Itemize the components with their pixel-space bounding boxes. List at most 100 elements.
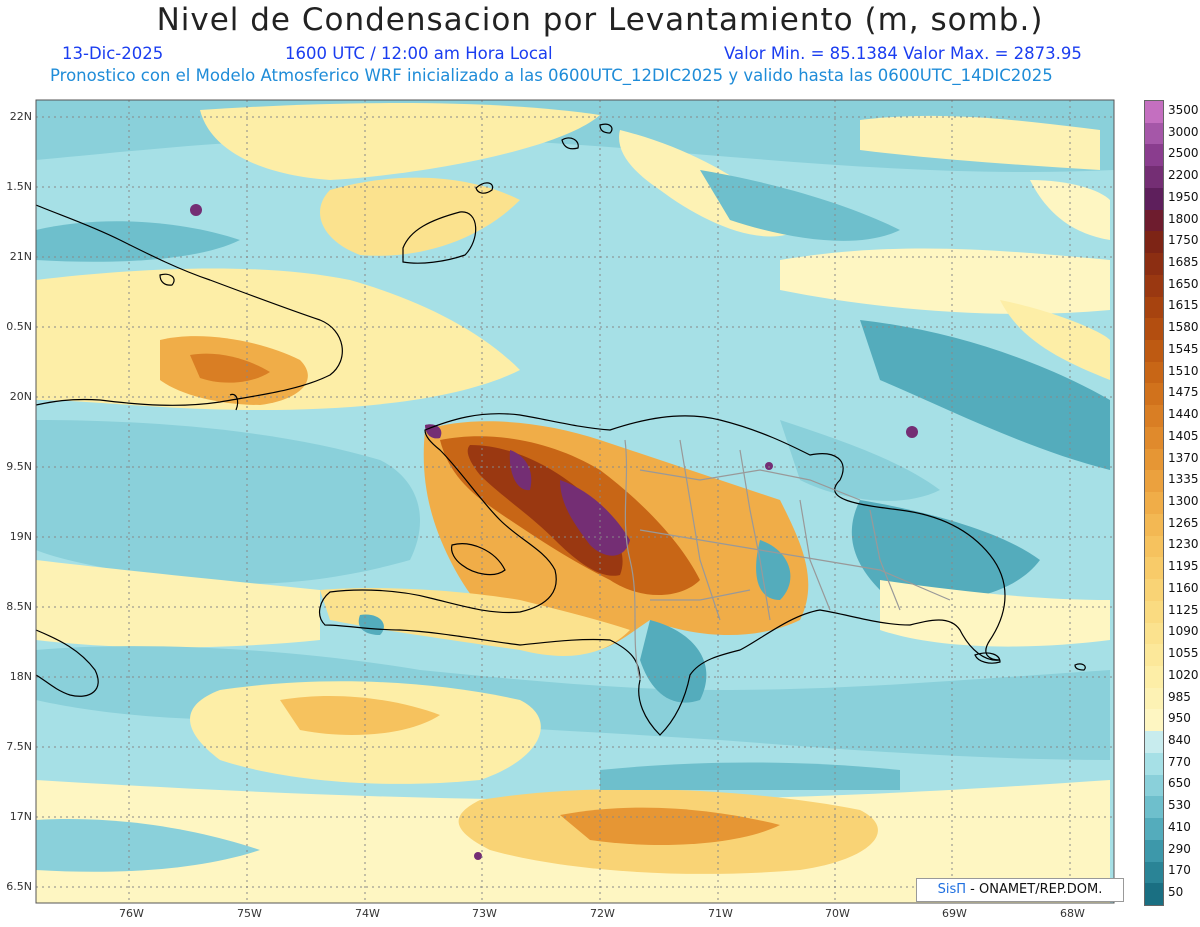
shaded-field xyxy=(36,100,1114,903)
colorbar-label: 1800 xyxy=(1168,211,1199,226)
colorbar-segment xyxy=(1145,600,1163,623)
colorbar-label: 985 xyxy=(1168,689,1191,704)
forecast-time: 1600 UTC / 12:00 am Hora Local xyxy=(285,44,553,63)
lat-label: 1.5N xyxy=(6,180,32,193)
colorbar-label: 1300 xyxy=(1168,494,1199,508)
lon-label: 74W xyxy=(355,907,380,920)
colorbar-label: 530 xyxy=(1168,798,1191,813)
graticule xyxy=(36,100,1114,903)
colorbar-segment xyxy=(1145,296,1163,319)
colorbar-segment xyxy=(1145,144,1163,167)
lon-label: 72W xyxy=(590,907,615,920)
colorbar-label: 1125 xyxy=(1168,602,1199,617)
colorbar-label: 840 xyxy=(1168,733,1191,748)
lat-label: 7.5N xyxy=(6,740,32,753)
colorbar-label: 3000 xyxy=(1168,124,1199,139)
colorbar-label: 2200 xyxy=(1168,168,1199,183)
coastlines xyxy=(36,123,1086,736)
colorbar-segment xyxy=(1145,187,1163,211)
colorbar-label: 650 xyxy=(1168,776,1191,791)
colorbar-segment xyxy=(1145,492,1163,515)
colorbar-segment xyxy=(1145,405,1163,428)
colorbar-segment xyxy=(1145,209,1163,232)
lat-label: 21N xyxy=(9,250,32,263)
credit-box: SisΠ - ONAMET/REP.DOM. xyxy=(916,878,1124,902)
colorbar-label: 1265 xyxy=(1168,515,1199,530)
colorbar-segment xyxy=(1145,274,1163,298)
colorbar-label: 1580 xyxy=(1168,320,1199,335)
map-title: Nivel de Condensacion por Levantamiento … xyxy=(156,2,1044,38)
colorbar-segment xyxy=(1145,361,1163,384)
colorbar-label: 3500 xyxy=(1168,102,1199,117)
colorbar-label: 1230 xyxy=(1168,537,1199,552)
colorbar-segment xyxy=(1145,470,1163,493)
colorbar-label: 1685 xyxy=(1168,254,1199,269)
credit-text: - ONAMET/REP.DOM. xyxy=(966,882,1103,897)
lon-label: 71W xyxy=(708,907,733,920)
colorbar-label: 170 xyxy=(1168,863,1191,878)
colorbar-label: 1160 xyxy=(1168,580,1199,595)
colorbar-label: 1440 xyxy=(1168,407,1199,422)
colorbar-segment xyxy=(1145,535,1163,558)
colorbar-label: 1475 xyxy=(1168,385,1199,400)
colorbar-label: 1650 xyxy=(1168,276,1199,291)
colorbar-label: 410 xyxy=(1168,819,1191,834)
colorbar-segment xyxy=(1145,644,1163,667)
colorbar-segment xyxy=(1145,426,1163,450)
colorbar-segment xyxy=(1145,340,1163,363)
colorbar-label: 1055 xyxy=(1168,646,1199,661)
colorbar-segment xyxy=(1145,665,1163,689)
colorbar-segment xyxy=(1145,687,1163,710)
colorbar-segment xyxy=(1145,796,1163,819)
colorbar-segment xyxy=(1145,709,1163,732)
colorbar-label: 1335 xyxy=(1168,472,1199,487)
colorbar-segment xyxy=(1145,253,1163,276)
colorbar-segment xyxy=(1145,731,1163,754)
min-max-values: Valor Min. = 85.1384 Valor Max. = 2873.9… xyxy=(724,44,1082,63)
colorbar-segment xyxy=(1145,622,1163,645)
colorbar-segment xyxy=(1145,101,1163,124)
colorbar-label: 770 xyxy=(1168,754,1191,769)
colorbar-label: 50 xyxy=(1168,885,1184,900)
lon-label: 68W xyxy=(1060,907,1085,920)
colorbar-segment xyxy=(1145,818,1163,841)
colorbar-segment xyxy=(1145,861,1163,884)
forecast-date: 13-Dic-2025 xyxy=(62,44,164,63)
lat-label: 6.5N xyxy=(6,880,32,893)
colorbar-label: 1750 xyxy=(1168,233,1199,248)
colorbar-label: 2500 xyxy=(1168,146,1199,161)
colorbar-segment xyxy=(1145,883,1163,906)
lat-label: 22N xyxy=(9,110,32,123)
lon-label: 76W xyxy=(119,907,144,920)
lon-label: 70W xyxy=(825,907,850,920)
colorbar-label: 290 xyxy=(1168,841,1191,856)
lon-label: 73W xyxy=(472,907,497,920)
lon-label: 75W xyxy=(237,907,262,920)
colorbar-label: 950 xyxy=(1168,711,1191,726)
lat-label: 19N xyxy=(9,530,32,543)
lon-label: 69W xyxy=(942,907,967,920)
colorbar-segment xyxy=(1145,166,1163,189)
lat-label: 18N xyxy=(9,670,32,683)
colorbar-segment xyxy=(1145,774,1163,797)
lat-label: 8.5N xyxy=(6,600,32,613)
colorbar-segment xyxy=(1145,231,1163,254)
plot-frame xyxy=(35,99,1115,904)
colorbar-label: 1615 xyxy=(1168,298,1199,313)
condensation-level-map xyxy=(35,99,1115,904)
lat-label: 0.5N xyxy=(6,320,32,333)
colorbar-segment xyxy=(1145,752,1163,776)
colorbar-segment xyxy=(1145,448,1163,471)
colorbar-label: 1405 xyxy=(1168,428,1199,443)
lat-label: 20N xyxy=(9,390,32,403)
colorbar-segment xyxy=(1145,318,1163,341)
sispi-logo: SisΠ xyxy=(937,882,967,897)
colorbar-label: 1090 xyxy=(1168,624,1199,639)
forecast-description: Pronostico con el Modelo Atmosferico WRF… xyxy=(50,66,1053,85)
lat-label: 9.5N xyxy=(6,460,32,473)
colorbar-label: 1195 xyxy=(1168,559,1199,574)
colorbar-label: 1950 xyxy=(1168,189,1199,204)
colorbar xyxy=(1144,100,1164,906)
colorbar-segment xyxy=(1145,383,1163,406)
colorbar-label: 1370 xyxy=(1168,450,1199,465)
